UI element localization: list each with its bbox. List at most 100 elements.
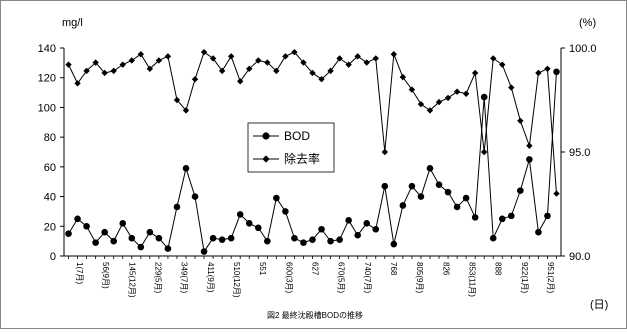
bod-point (128, 234, 136, 242)
removal-point (417, 100, 425, 108)
bod-point (318, 225, 325, 233)
bod-point (173, 203, 181, 211)
removal-point (490, 55, 497, 62)
axes-group: 0 20 40 60 80 100 120 140 90.0 95.0 100.0 1(7月) 56(9… (38, 43, 597, 298)
removal-point (363, 59, 370, 66)
y-right-tick-label: 95.0 (569, 147, 590, 159)
bod-point (309, 236, 316, 243)
bod-point (155, 234, 163, 242)
x-tick-label: 627 (311, 262, 320, 276)
bod-point (363, 220, 371, 227)
y-right-tick-label: 90.0 (569, 251, 590, 263)
bod-point (65, 230, 72, 238)
bod-point (390, 240, 398, 248)
y-right-tick-label: 100.0 (569, 43, 597, 55)
bod-point (498, 215, 506, 223)
x-tick-label: 229(5月) (154, 262, 163, 293)
removal-point (92, 59, 99, 66)
removal-point (318, 76, 325, 83)
x-tick-label: 826 (441, 262, 450, 276)
x-tick-label: 1(7月) (75, 262, 84, 285)
bod-point (83, 222, 90, 230)
bod-point (381, 182, 389, 190)
bod-point (408, 182, 416, 190)
bod-point (462, 194, 470, 202)
bod-point (453, 203, 461, 211)
bod-point (74, 215, 81, 223)
x-tick-label: 551 (258, 262, 267, 276)
removal-point (164, 53, 172, 60)
removal-point (444, 94, 452, 102)
removal-point (553, 190, 560, 197)
bod-point (119, 220, 127, 227)
x-tick-label: 349(7月) (180, 262, 189, 293)
bod-point (544, 212, 551, 220)
chart-caption: 図2 最終沈殿槽BODの推移 (267, 310, 363, 320)
y-left-tick-label: 0 (50, 251, 56, 263)
removal-point (480, 148, 488, 156)
bod-point (146, 228, 154, 236)
legend-marker-bod (262, 132, 270, 140)
x-tick-label: 56(9月) (101, 262, 110, 289)
y-left-tick-label: 40 (44, 192, 56, 204)
bod-point (489, 234, 497, 242)
bod-point (273, 194, 280, 202)
removal-point (336, 55, 343, 62)
bod-point (218, 236, 226, 243)
legend-label-bod: BOD (284, 129, 310, 143)
bod-point (164, 245, 172, 252)
y-left-tick-label: 80 (44, 132, 56, 144)
y-left-tick-label: 140 (38, 43, 56, 55)
removal-point (264, 59, 271, 66)
bod-point (435, 181, 443, 188)
x-tick-label: 888 (494, 262, 503, 276)
bod-point (200, 248, 208, 255)
series-markers (65, 48, 560, 255)
removal-point (462, 90, 470, 97)
bod-point (354, 231, 361, 239)
removal-point (246, 65, 253, 72)
bod-point (444, 188, 452, 196)
bod-point (101, 228, 108, 236)
removal-point (426, 107, 434, 114)
bod-point (471, 214, 479, 221)
bod-point (300, 239, 307, 246)
bod-point (264, 237, 271, 245)
removal-point (209, 55, 217, 62)
legend-box (247, 122, 335, 173)
x-tick-label: 768 (389, 262, 398, 276)
removal-point (471, 69, 479, 77)
bod-point (291, 234, 298, 242)
removal-point (526, 142, 533, 149)
bod-point (227, 234, 235, 242)
removal-point (517, 117, 524, 124)
removal-point (155, 57, 163, 64)
removal-point (273, 67, 280, 75)
removal-point (535, 69, 542, 77)
legend: BOD 除去率 (247, 122, 335, 173)
removal-point (435, 98, 443, 106)
bod-point (553, 68, 560, 76)
removal-point (544, 65, 551, 72)
removal-point (65, 61, 72, 68)
x-tick-label: 805(9月) (415, 262, 424, 293)
removal-point (218, 67, 226, 75)
removal-point (453, 88, 461, 95)
removal-point (291, 48, 298, 56)
removal-point (282, 53, 289, 60)
bod-point (517, 187, 524, 194)
removal-point (237, 78, 244, 85)
removal-point (173, 96, 181, 104)
bod-point (254, 224, 262, 232)
removal-point (354, 53, 361, 60)
bod-point (182, 165, 190, 172)
removal-point (399, 73, 407, 81)
removal-point (408, 86, 416, 93)
x-tick-label: 510(12月) (232, 262, 241, 298)
x-tick-label: 670(5月) (337, 262, 346, 293)
removal-point (381, 148, 388, 156)
y-left-tick-label: 100 (38, 102, 56, 114)
removal-point (119, 61, 126, 68)
